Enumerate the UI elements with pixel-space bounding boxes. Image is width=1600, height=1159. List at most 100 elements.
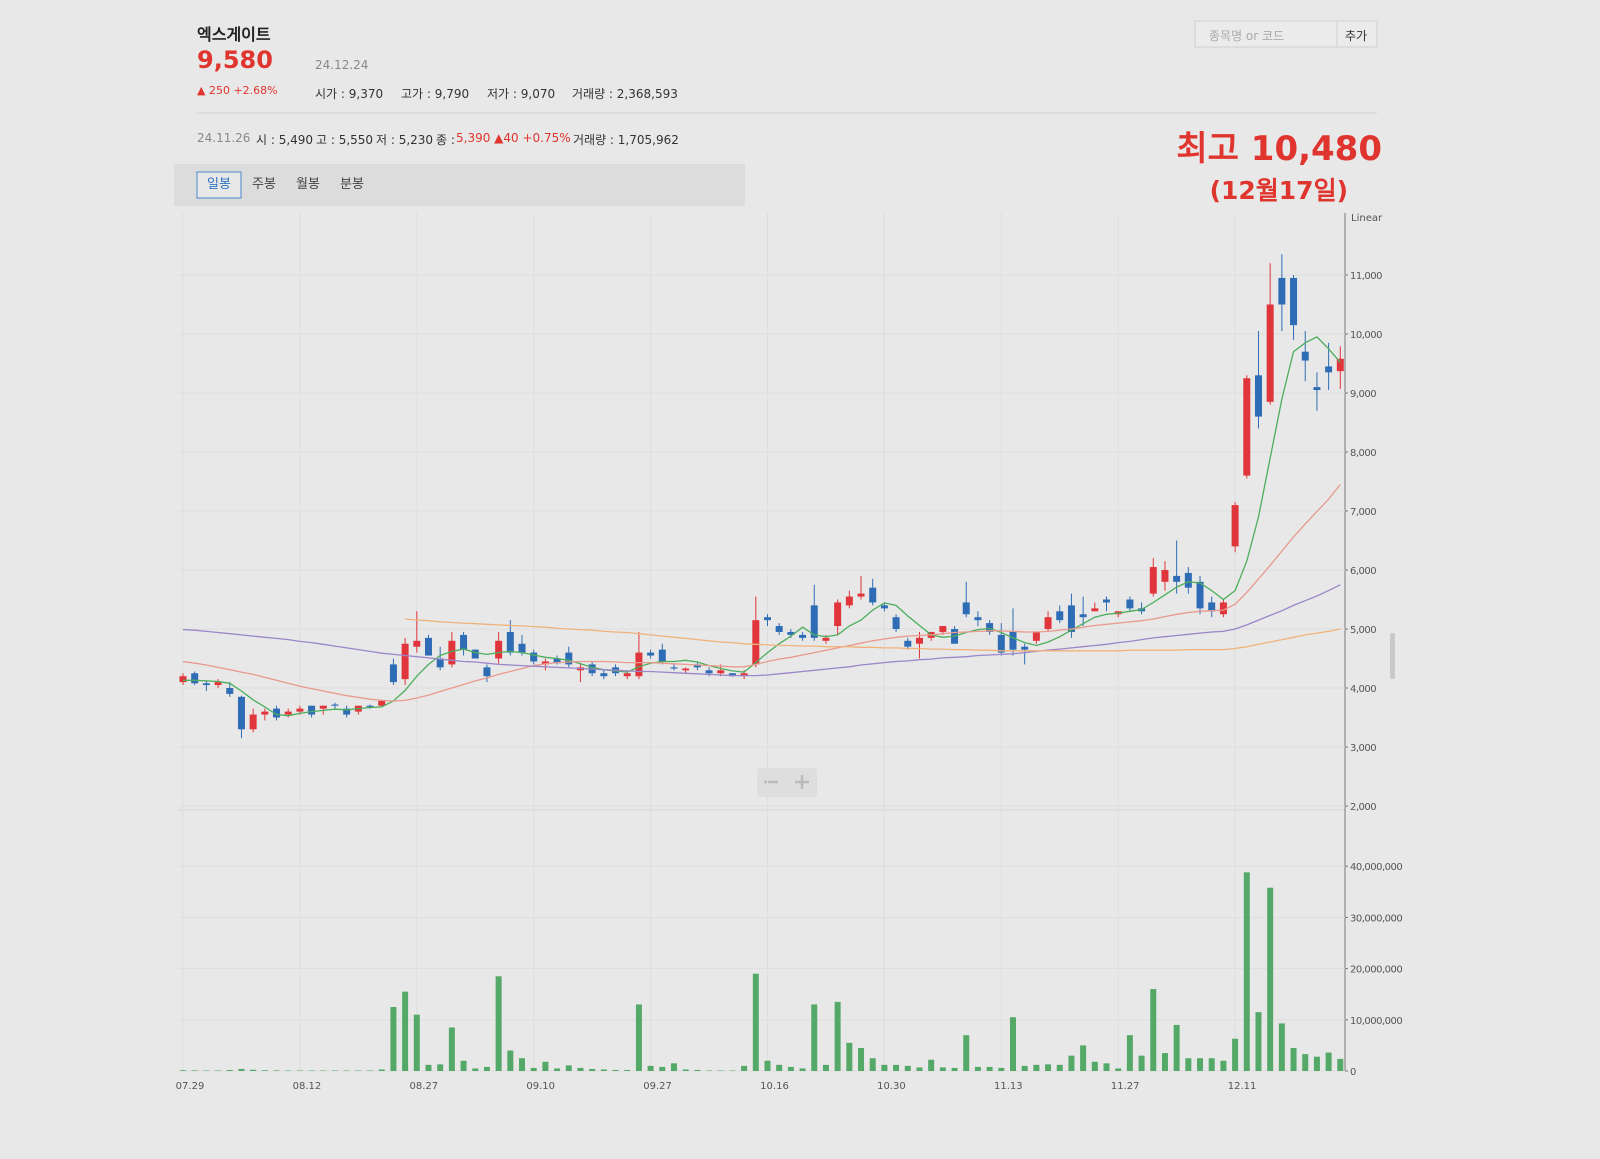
volume-bar: [285, 1070, 292, 1071]
volume-bar: [624, 1069, 631, 1071]
candle-body: [471, 649, 479, 659]
hover-high: 고 : 5,550: [316, 133, 374, 147]
volume-bar: [881, 1064, 888, 1071]
volume-bar: [974, 1066, 981, 1071]
volume-bar: [589, 1068, 596, 1071]
candle-body: [1208, 602, 1216, 612]
candle-body: [237, 696, 245, 730]
candle-body: [1032, 631, 1040, 641]
volume-bar: [811, 1004, 818, 1071]
search-box[interactable]: [1194, 20, 1378, 48]
candle-body: [974, 617, 982, 621]
volume-bar: [916, 1067, 923, 1071]
candle-body: [366, 705, 374, 707]
volume-bar: [1232, 1038, 1239, 1071]
candle-body: [483, 667, 491, 677]
volume-bar: [1103, 1063, 1110, 1071]
candle-body: [1219, 602, 1227, 615]
candle-body: [424, 637, 432, 656]
search-placeholder[interactable]: 종목명 or 코드: [1209, 29, 1285, 43]
volume-bar: [577, 1067, 584, 1071]
x-tick-label: 08.12: [293, 1081, 322, 1092]
search-button[interactable]: 추가: [1345, 29, 1368, 43]
zoom: [757, 768, 817, 797]
candle-body: [1290, 277, 1298, 326]
candle-body: [1103, 599, 1111, 603]
candle-body: [775, 626, 783, 632]
candle-body: [214, 682, 222, 686]
y-tick-label: 10,000: [1350, 330, 1382, 341]
volume-bar: [1208, 1058, 1215, 1071]
candle-body: [1325, 366, 1333, 373]
moving-average: [182, 483, 1341, 702]
candle-body: [1266, 304, 1274, 402]
volume-bar: [998, 1067, 1005, 1071]
volume-bar: [1173, 1024, 1180, 1071]
candle-body: [892, 617, 900, 629]
candle-body: [810, 605, 818, 638]
volume-bar: [928, 1059, 935, 1071]
volume-bar: [787, 1066, 794, 1071]
volume-bar: [180, 1070, 186, 1071]
volume-bar: [355, 1070, 362, 1071]
y-tick-label: 0: [1350, 1067, 1356, 1078]
candle-body: [740, 673, 748, 677]
candle-body: [460, 634, 468, 650]
volume-bar: [331, 1070, 338, 1071]
x-tick-label: 09.10: [526, 1081, 555, 1092]
volume-bar: [682, 1069, 689, 1071]
x-tick-label: 10.16: [760, 1081, 789, 1092]
x-tick-label: 08.27: [409, 1081, 438, 1092]
y-tick-label: 4,000: [1350, 684, 1376, 695]
volume-bar: [215, 1070, 222, 1071]
x-tick-label: 11.13: [994, 1081, 1023, 1092]
candle-body: [787, 631, 795, 635]
candle-body: [1056, 611, 1064, 621]
tab[interactable]: 주봉: [252, 177, 276, 192]
candle-body: [915, 637, 923, 644]
volume-bar: [378, 1069, 385, 1071]
volume-bar: [904, 1065, 911, 1071]
volume-bar: [1243, 872, 1250, 1071]
candle-body: [401, 643, 409, 680]
candle-body: [296, 708, 304, 712]
candle-body: [869, 587, 877, 603]
candle-body: [728, 673, 736, 677]
hover-open: 시 : 5,490: [256, 133, 314, 147]
scrollbar[interactable]: [1390, 633, 1395, 679]
open: 시가 : 9,370: [315, 87, 384, 101]
tab[interactable]: 일봉: [207, 177, 231, 192]
moving-average: [182, 584, 1341, 677]
candle-body: [1044, 617, 1052, 629]
candle-body: [822, 637, 830, 641]
candle-body: [834, 602, 842, 627]
candle-body: [682, 668, 690, 671]
volume-bar: [986, 1066, 993, 1071]
candle-body: [1091, 608, 1099, 612]
hover-date: 24.11.26: [197, 131, 251, 145]
hover-low: 저 : 5,230: [376, 133, 434, 147]
candle-body: [1196, 581, 1204, 609]
volume-bar: [729, 1070, 736, 1071]
candle-body: [670, 667, 678, 669]
candle-body: [845, 596, 853, 606]
candle-body: [553, 658, 561, 664]
low: 저가 : 9,070: [487, 87, 556, 101]
price: 9,580: [197, 46, 273, 74]
candle-body: [600, 673, 608, 677]
candle-body: [413, 640, 421, 647]
tab[interactable]: 월봉: [296, 177, 320, 192]
x-tick-label: 09.27: [643, 1081, 672, 1092]
candle-body: [623, 673, 631, 677]
volume-bar: [530, 1067, 537, 1071]
y-tick-label: 9,000: [1350, 389, 1376, 400]
candle-body: [799, 634, 807, 638]
candle-body: [857, 593, 865, 597]
volume-bar: [1138, 1055, 1145, 1071]
volume-bar: [226, 1069, 233, 1071]
volume-bar: [1325, 1052, 1332, 1071]
x-tick-label: 10.30: [877, 1081, 906, 1092]
candle-body: [202, 683, 210, 686]
volume-bar: [448, 1027, 455, 1071]
tab[interactable]: 분봉: [340, 177, 364, 192]
